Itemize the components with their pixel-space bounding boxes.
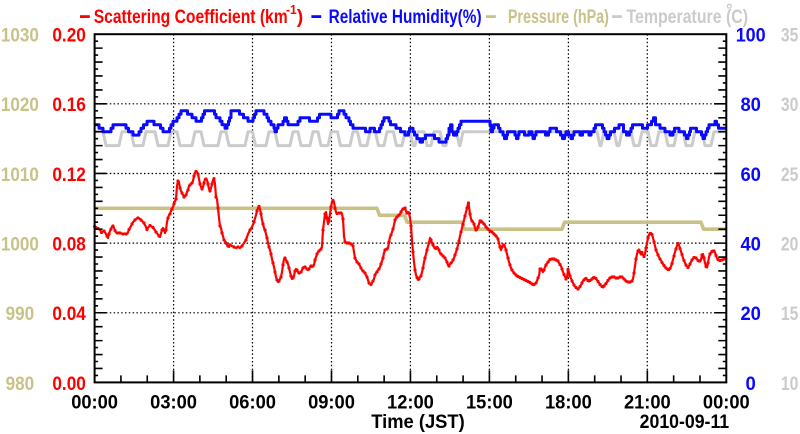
svg-text:15:00: 15:00 — [466, 392, 513, 414]
svg-text:0.08: 0.08 — [52, 235, 86, 256]
svg-text:12:00: 12:00 — [387, 392, 434, 414]
svg-text:Relative Humidity(%): Relative Humidity(%) — [329, 6, 482, 28]
svg-text:06:00: 06:00 — [229, 392, 276, 414]
svg-text:20: 20 — [740, 304, 761, 325]
svg-text:100: 100 — [736, 26, 766, 47]
svg-text:990: 990 — [6, 304, 35, 325]
svg-text:0.04: 0.04 — [52, 304, 86, 325]
svg-text:30: 30 — [781, 95, 799, 116]
svg-text:10: 10 — [781, 374, 799, 395]
svg-text:80: 80 — [740, 95, 761, 116]
svg-text:0.12: 0.12 — [52, 165, 86, 186]
svg-text:00:00: 00:00 — [71, 392, 118, 414]
svg-text:Temperature (C): Temperature (C) — [627, 6, 749, 28]
svg-text:15: 15 — [781, 304, 799, 325]
svg-text:20: 20 — [781, 235, 799, 256]
svg-text:21:00: 21:00 — [624, 392, 671, 414]
svg-text:0: 0 — [746, 374, 756, 395]
svg-text:980: 980 — [6, 374, 35, 395]
svg-text:1020: 1020 — [1, 95, 39, 116]
svg-text:Scattering Coefficient (km: Scattering Coefficient (km — [94, 6, 288, 28]
svg-text:09:00: 09:00 — [308, 392, 355, 414]
svg-text:00:00: 00:00 — [703, 392, 750, 414]
svg-text:): ) — [297, 6, 304, 28]
svg-text:0.00: 0.00 — [52, 374, 86, 395]
svg-text:1000: 1000 — [1, 235, 39, 256]
svg-text:1010: 1010 — [1, 165, 39, 186]
svg-text:03:00: 03:00 — [150, 392, 197, 414]
svg-text:0.20: 0.20 — [52, 26, 86, 47]
svg-text:Time (JST): Time (JST) — [371, 411, 465, 433]
svg-text:18:00: 18:00 — [545, 392, 592, 414]
svg-text:0.16: 0.16 — [52, 95, 86, 116]
svg-text:60: 60 — [740, 165, 761, 186]
svg-text:40: 40 — [740, 235, 761, 256]
svg-text:Pressure (hPa): Pressure (hPa) — [508, 6, 609, 28]
svg-text:-1: -1 — [286, 2, 297, 17]
svg-text:25: 25 — [781, 165, 799, 186]
svg-text:2010-09-11: 2010-09-11 — [640, 411, 730, 433]
svg-text:35: 35 — [781, 26, 799, 47]
svg-text:1030: 1030 — [1, 26, 39, 47]
